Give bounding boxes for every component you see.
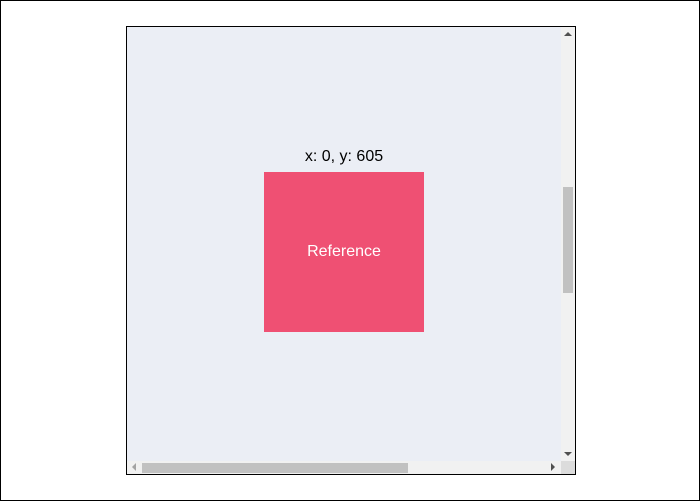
scrollbar-corner: [561, 461, 575, 474]
scroll-container[interactable]: x: 0, y: 605 Reference: [126, 26, 576, 475]
scroll-right-arrow-icon[interactable]: [551, 463, 555, 471]
coordinates-label: x: 0, y: 605: [304, 148, 384, 165]
scroll-content: x: 0, y: 605 Reference: [127, 27, 561, 461]
horizontal-scroll-thumb[interactable]: [142, 463, 408, 473]
reference-box: Reference: [264, 172, 424, 332]
scroll-down-arrow-icon[interactable]: [564, 452, 572, 456]
scroll-left-arrow-icon[interactable]: [132, 463, 136, 471]
horizontal-scrollbar[interactable]: [127, 461, 561, 474]
scroll-up-arrow-icon[interactable]: [564, 32, 572, 36]
reference-label: Reference: [307, 243, 381, 260]
vertical-scrollbar[interactable]: [561, 27, 575, 461]
vertical-scroll-thumb[interactable]: [563, 187, 573, 293]
